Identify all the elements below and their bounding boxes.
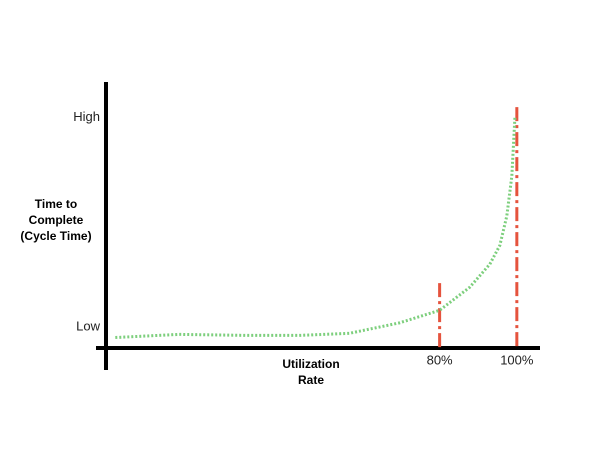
y-tick-label: High (73, 109, 100, 124)
y-axis-title: Time to Complete (Cycle Time) (20, 197, 92, 243)
x-axis-title: Utilization Rate (282, 357, 340, 387)
x-tick-label: 80% (427, 352, 453, 367)
y-tick-label: Low (76, 318, 100, 333)
x-tick-label: 100% (500, 352, 534, 367)
curve (115, 117, 517, 340)
